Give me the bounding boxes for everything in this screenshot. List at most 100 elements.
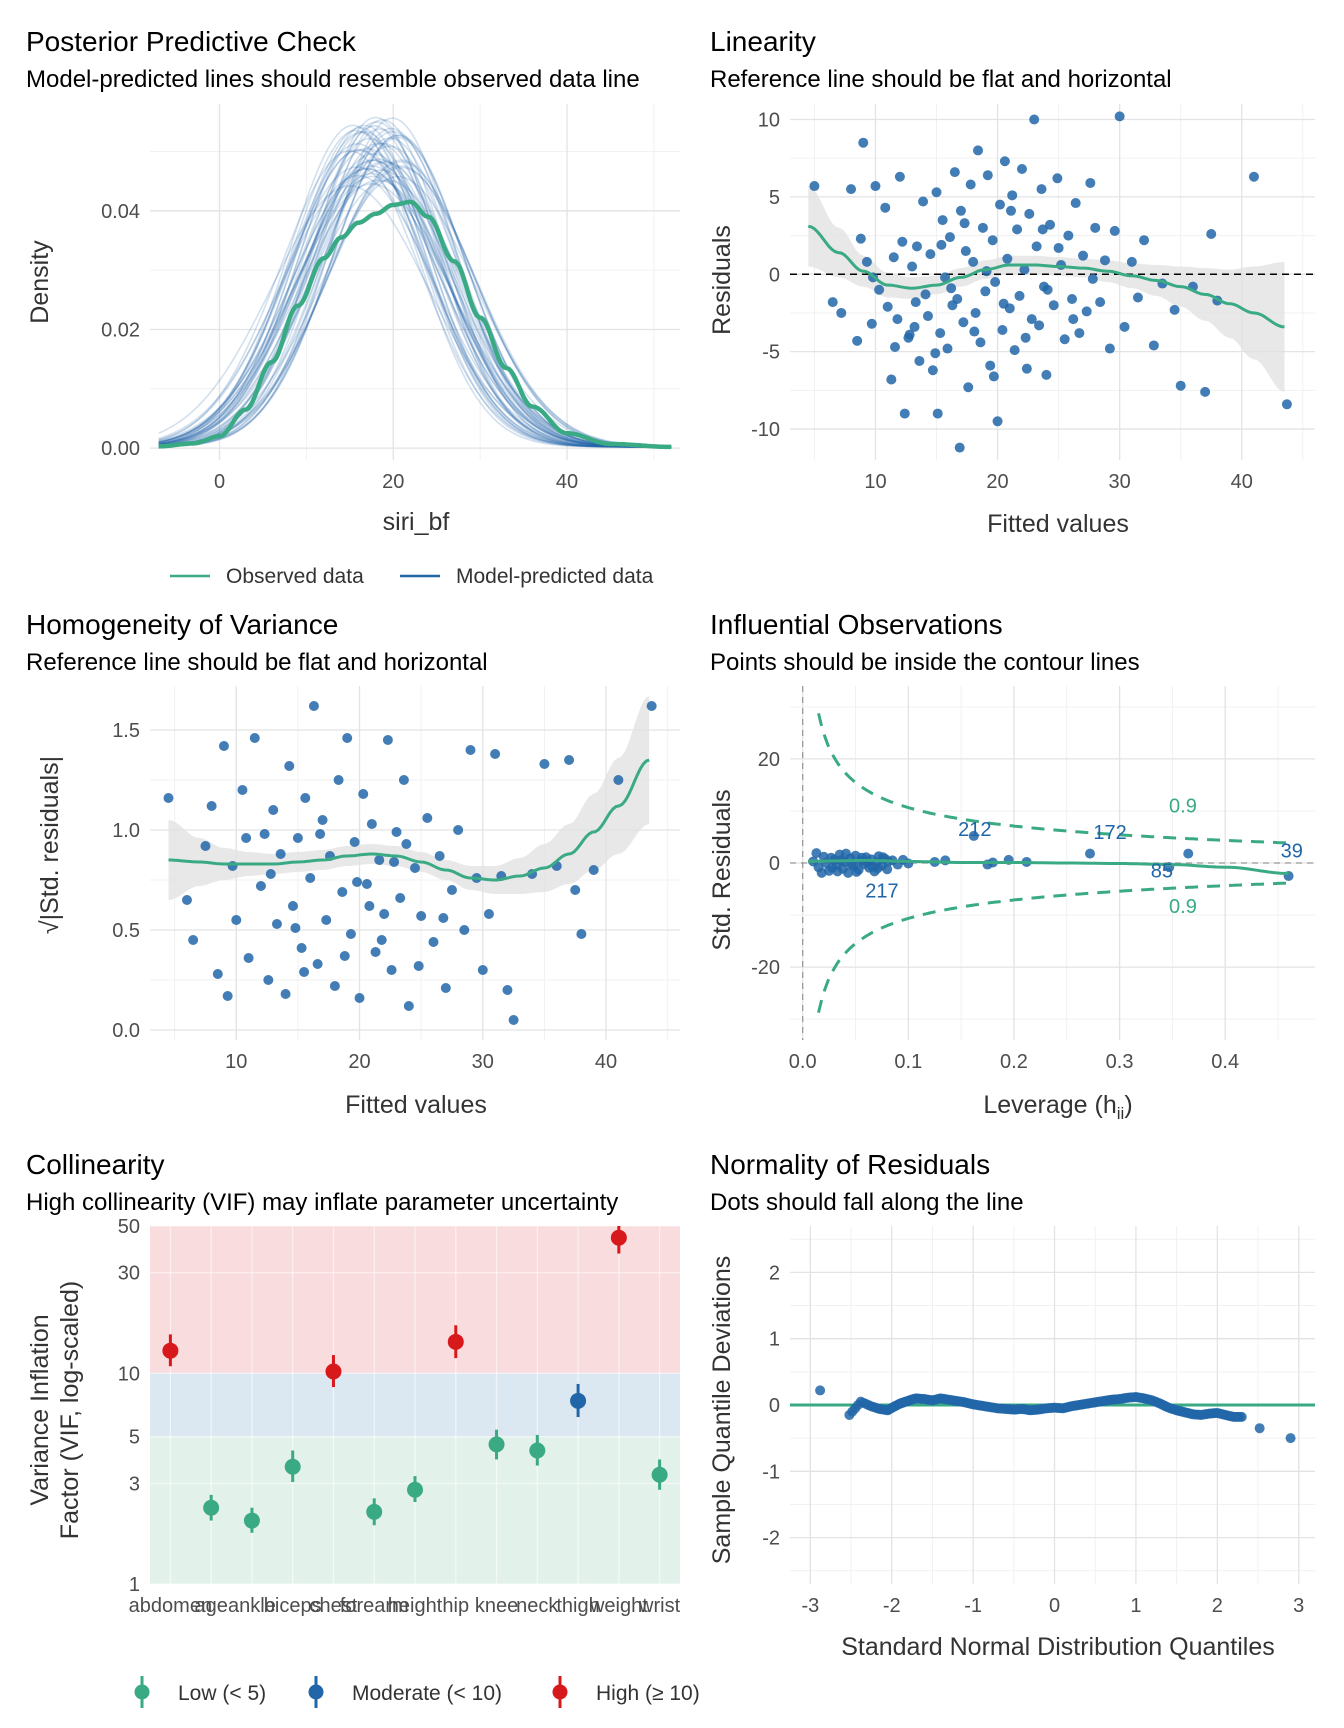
linearity-y-tick-label: 5 xyxy=(769,187,780,209)
influence-x-axis-label-main: Leverage (h xyxy=(983,1091,1116,1119)
linearity-point xyxy=(935,328,946,339)
ppc-predicted-line xyxy=(158,161,672,448)
linearity-point xyxy=(952,294,963,305)
homogeneity-point xyxy=(241,833,252,843)
linearity-point xyxy=(1005,205,1016,216)
influence-x-tick-label: 0.3 xyxy=(1106,1051,1134,1073)
linearity-point xyxy=(1132,292,1143,303)
collinearity-x-tick-label: forearm xyxy=(340,1595,409,1617)
linearity-point xyxy=(1012,224,1023,235)
normality-point xyxy=(1236,1411,1247,1422)
influence-point-label: 212 xyxy=(958,819,991,841)
homogeneity-y-axis-label: √|Std. residuals| xyxy=(36,756,64,934)
linearity-point xyxy=(1109,225,1120,236)
linearity-point xyxy=(1045,219,1056,230)
normality-x-tick-label: -1 xyxy=(964,1595,982,1617)
ppc-y-tick-label: 0.02 xyxy=(101,319,140,341)
homogeneity-point xyxy=(268,805,279,815)
legend-high-label: High (≥ 10) xyxy=(596,1682,700,1705)
collinearity-x-tick-label: abdomen xyxy=(129,1595,212,1617)
linearity-subtitle: Reference line should be flat and horizo… xyxy=(710,66,1172,93)
linearity-point xyxy=(1026,314,1037,325)
linearity-y-tick-label: 10 xyxy=(758,109,780,131)
normality-title: Normality of Residuals xyxy=(710,1149,990,1180)
ppc-predicted-line xyxy=(158,130,672,448)
homogeneity-point xyxy=(287,901,298,911)
ppc-predicted-line xyxy=(158,175,672,448)
homogeneity-point xyxy=(382,735,393,745)
ppc-predicted-line xyxy=(158,169,672,448)
linearity-x-tick-label: 30 xyxy=(1109,471,1131,493)
linearity-point xyxy=(1148,340,1159,351)
legend-predicted-label: Model-predicted data xyxy=(456,565,654,588)
influence-y-tick-label: -20 xyxy=(751,957,780,979)
linearity-x-axis-label: Fitted values xyxy=(987,510,1129,538)
linearity-point xyxy=(1114,111,1125,122)
influence-x-axis-label-sub: ii xyxy=(1117,1104,1125,1123)
ppc-y-tick-label: 0.00 xyxy=(101,438,140,460)
normality-y-tick-label: -2 xyxy=(762,1528,780,1550)
legend-moderate-label: Moderate (< 10) xyxy=(352,1682,502,1705)
linearity-point xyxy=(1095,297,1106,308)
ppc-predicted-line xyxy=(158,145,672,448)
collinearity-vif-point xyxy=(407,1481,423,1498)
normality-x-tick-label: 2 xyxy=(1212,1595,1223,1617)
normality-point xyxy=(815,1385,826,1396)
homogeneity-x-tick-label: 20 xyxy=(348,1051,370,1073)
ppc-title: Posterior Predictive Check xyxy=(26,26,357,57)
linearity-point xyxy=(1056,259,1067,270)
linearity-point xyxy=(874,284,885,295)
homogeneity-point xyxy=(416,911,427,921)
ppc-x-axis-label: siri_bf xyxy=(383,508,450,536)
ppc-y-tick-label: 0.04 xyxy=(101,201,140,223)
ppc-legend: Observed data Model-predicted data xyxy=(170,565,654,588)
linearity-point xyxy=(959,218,970,229)
normality-x-axis-label: Standard Normal Distribution Quantiles xyxy=(841,1633,1275,1661)
ppc-predicted-line xyxy=(158,134,672,448)
linearity-point xyxy=(954,442,965,453)
influence-point-label: 85 xyxy=(1151,861,1173,883)
linearity-point xyxy=(968,256,979,267)
linearity-point xyxy=(937,215,948,226)
homogeneity-point xyxy=(646,701,657,711)
homogeneity-point xyxy=(379,909,390,919)
linearity-point xyxy=(1104,343,1115,354)
homogeneity-point xyxy=(465,745,476,755)
homogeneity-y-tick-label: 1.5 xyxy=(112,720,140,742)
panel-collinearity: Collinearity High collinearity (VIF) may… xyxy=(26,1149,700,1708)
linearity-point xyxy=(998,298,1009,309)
homogeneity-point xyxy=(403,1001,414,1011)
linearity-point xyxy=(955,205,966,216)
linearity-point xyxy=(975,337,986,348)
linearity-point xyxy=(1206,229,1217,240)
homogeneity-point xyxy=(490,749,501,759)
collinearity-x-tick-label: knee xyxy=(475,1595,518,1617)
linearity-point xyxy=(918,196,929,207)
homogeneity-point xyxy=(284,761,295,771)
homogeneity-point xyxy=(243,953,254,963)
ppc-x-tick-label: 0 xyxy=(214,471,225,493)
collinearity-vif-point xyxy=(570,1392,587,1409)
homogeneity-point xyxy=(539,759,550,769)
linearity-point xyxy=(1007,190,1018,201)
collinearity-y-axis-label-2: Factor (VIF, log-scaled) xyxy=(56,1281,84,1539)
homogeneity-point xyxy=(290,923,301,933)
homogeneity-point xyxy=(349,837,360,847)
ppc-x-tick-label: 40 xyxy=(556,471,578,493)
homogeneity-point xyxy=(345,929,356,939)
homogeneity-point xyxy=(391,827,402,837)
linearity-point xyxy=(930,348,941,359)
linearity-point xyxy=(1042,284,1053,295)
linearity-point xyxy=(904,329,915,340)
homogeneity-point xyxy=(237,785,248,795)
linearity-point xyxy=(866,318,877,329)
homogeneity-point xyxy=(570,885,581,895)
ppc-predicted-line xyxy=(158,166,672,448)
homogeneity-point xyxy=(354,993,365,1003)
collinearity-y-axis-label-1: Variance Inflation xyxy=(26,1314,54,1505)
ppc-predicted-line xyxy=(158,153,672,448)
linearity-point xyxy=(911,241,922,252)
homogeneity-point xyxy=(398,775,409,785)
linearity-point xyxy=(1169,304,1180,315)
homogeneity-point xyxy=(275,849,286,859)
